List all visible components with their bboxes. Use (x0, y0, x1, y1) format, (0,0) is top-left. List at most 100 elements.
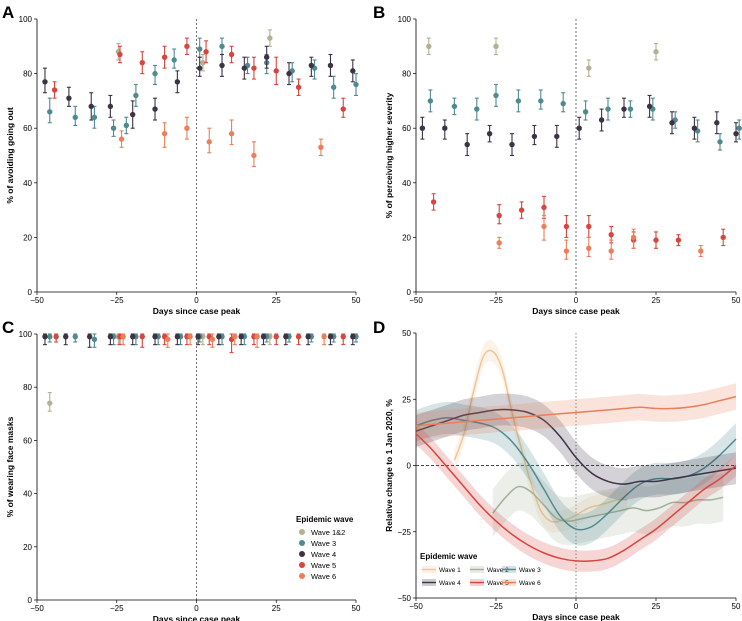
legend: Epidemic wave Wave 1 Wave 2 Wave 3 Wave 4 Wav… (420, 552, 541, 587)
data-point (669, 120, 675, 126)
x-tick-label: −50 (409, 602, 423, 611)
data-point (66, 95, 72, 101)
x-tick-label: 25 (652, 296, 661, 305)
legend-item: Wave 5 (311, 561, 336, 570)
data-point (273, 68, 279, 74)
data-point (195, 333, 201, 340)
x-tick-label: −50 (30, 296, 44, 305)
data-point (53, 333, 59, 340)
data-point (563, 248, 570, 254)
data-point (216, 333, 222, 340)
y-tick-label: 80 (23, 70, 32, 79)
data-point (496, 212, 502, 219)
data-point (515, 98, 522, 104)
y-tick-label: 20 (23, 543, 32, 552)
x-tick-label: 50 (352, 296, 361, 305)
series-wave-1-2 (426, 37, 659, 77)
data-point (120, 333, 126, 340)
legend-item: Wave 1 (439, 567, 461, 574)
panel-c: C −50 −25 0 25 50 0 20 40 60 80 100 Days since case … (2, 318, 361, 621)
data-point (627, 106, 634, 112)
trend-line (415, 395, 737, 427)
data-point (496, 240, 502, 246)
data-point (653, 49, 659, 55)
data-point (165, 336, 171, 343)
data-point (161, 130, 168, 137)
data-point (187, 333, 193, 340)
data-point (608, 248, 614, 254)
series-wave-4 (42, 45, 356, 129)
data-point (133, 92, 139, 99)
data-point (42, 333, 48, 340)
data-point (110, 125, 117, 131)
data-point (698, 248, 704, 254)
x-tick-label: −25 (489, 602, 503, 611)
legend-item: Wave 2 (487, 567, 509, 574)
series-wave-6 (496, 215, 704, 260)
data-point (206, 139, 212, 145)
data-point (605, 106, 611, 112)
series-wave-4 (419, 94, 739, 157)
data-point (720, 234, 726, 241)
data-point (107, 103, 114, 110)
series-wave-5 (430, 193, 726, 249)
data-point (419, 125, 426, 131)
legend-swatch (299, 551, 305, 557)
x-tick-label: 50 (732, 296, 741, 305)
y-tick-label: 80 (402, 70, 411, 79)
x-tick-label: −50 (409, 296, 423, 305)
panel-letter: C (2, 318, 14, 337)
data-point (576, 125, 582, 131)
data-point (493, 43, 499, 49)
y-tick-label: −50 (397, 594, 411, 603)
trend-line (415, 408, 737, 485)
legend-title: Epidemic wave (420, 552, 478, 561)
series-wave-6 (120, 333, 327, 348)
data-point (318, 144, 324, 151)
x-tick-label: 25 (652, 602, 661, 611)
data-point (541, 223, 547, 230)
data-point (196, 65, 203, 71)
data-point (486, 130, 493, 137)
data-point (228, 51, 235, 58)
data-point (541, 204, 547, 211)
confidence-band (416, 383, 736, 439)
series-wave-5 (415, 423, 737, 572)
x-tick-label: −50 (30, 604, 44, 613)
y-tick-label: 80 (23, 383, 32, 392)
data-point (286, 70, 292, 77)
panel-b: B −50 −25 0 25 50 0 20 40 60 80 100 Days since case … (373, 3, 742, 316)
data-point (474, 106, 480, 112)
data-point (171, 57, 177, 63)
data-point (42, 79, 48, 85)
series-wave-1-2 (47, 333, 273, 412)
data-point (442, 125, 448, 131)
data-point (251, 65, 257, 71)
data-point (152, 106, 158, 112)
data-point (305, 333, 311, 340)
data-point (733, 130, 739, 137)
data-point (464, 141, 470, 148)
data-point (560, 100, 566, 107)
data-point (295, 84, 302, 90)
y-tick-label: 40 (23, 179, 32, 188)
y-tick-label: 0 (407, 288, 412, 297)
data-point (736, 125, 742, 131)
legend-item: Wave 4 (311, 550, 336, 559)
y-tick-label: 0 (407, 462, 412, 471)
x-tick-label: −25 (489, 296, 503, 305)
panel-letter: A (2, 3, 14, 22)
y-tick-label: 20 (23, 233, 32, 242)
data-point (717, 139, 723, 145)
data-point (63, 333, 69, 340)
data-point (598, 117, 605, 123)
x-axis-label: Days since case peak (153, 306, 241, 316)
x-tick-label: 50 (732, 602, 741, 611)
data-point (200, 59, 206, 66)
panel-letter: B (373, 3, 385, 22)
y-tick-label: 60 (23, 124, 32, 133)
data-point (238, 333, 244, 340)
legend-swatch (299, 573, 305, 579)
data-point (72, 333, 78, 340)
data-point (263, 54, 270, 60)
